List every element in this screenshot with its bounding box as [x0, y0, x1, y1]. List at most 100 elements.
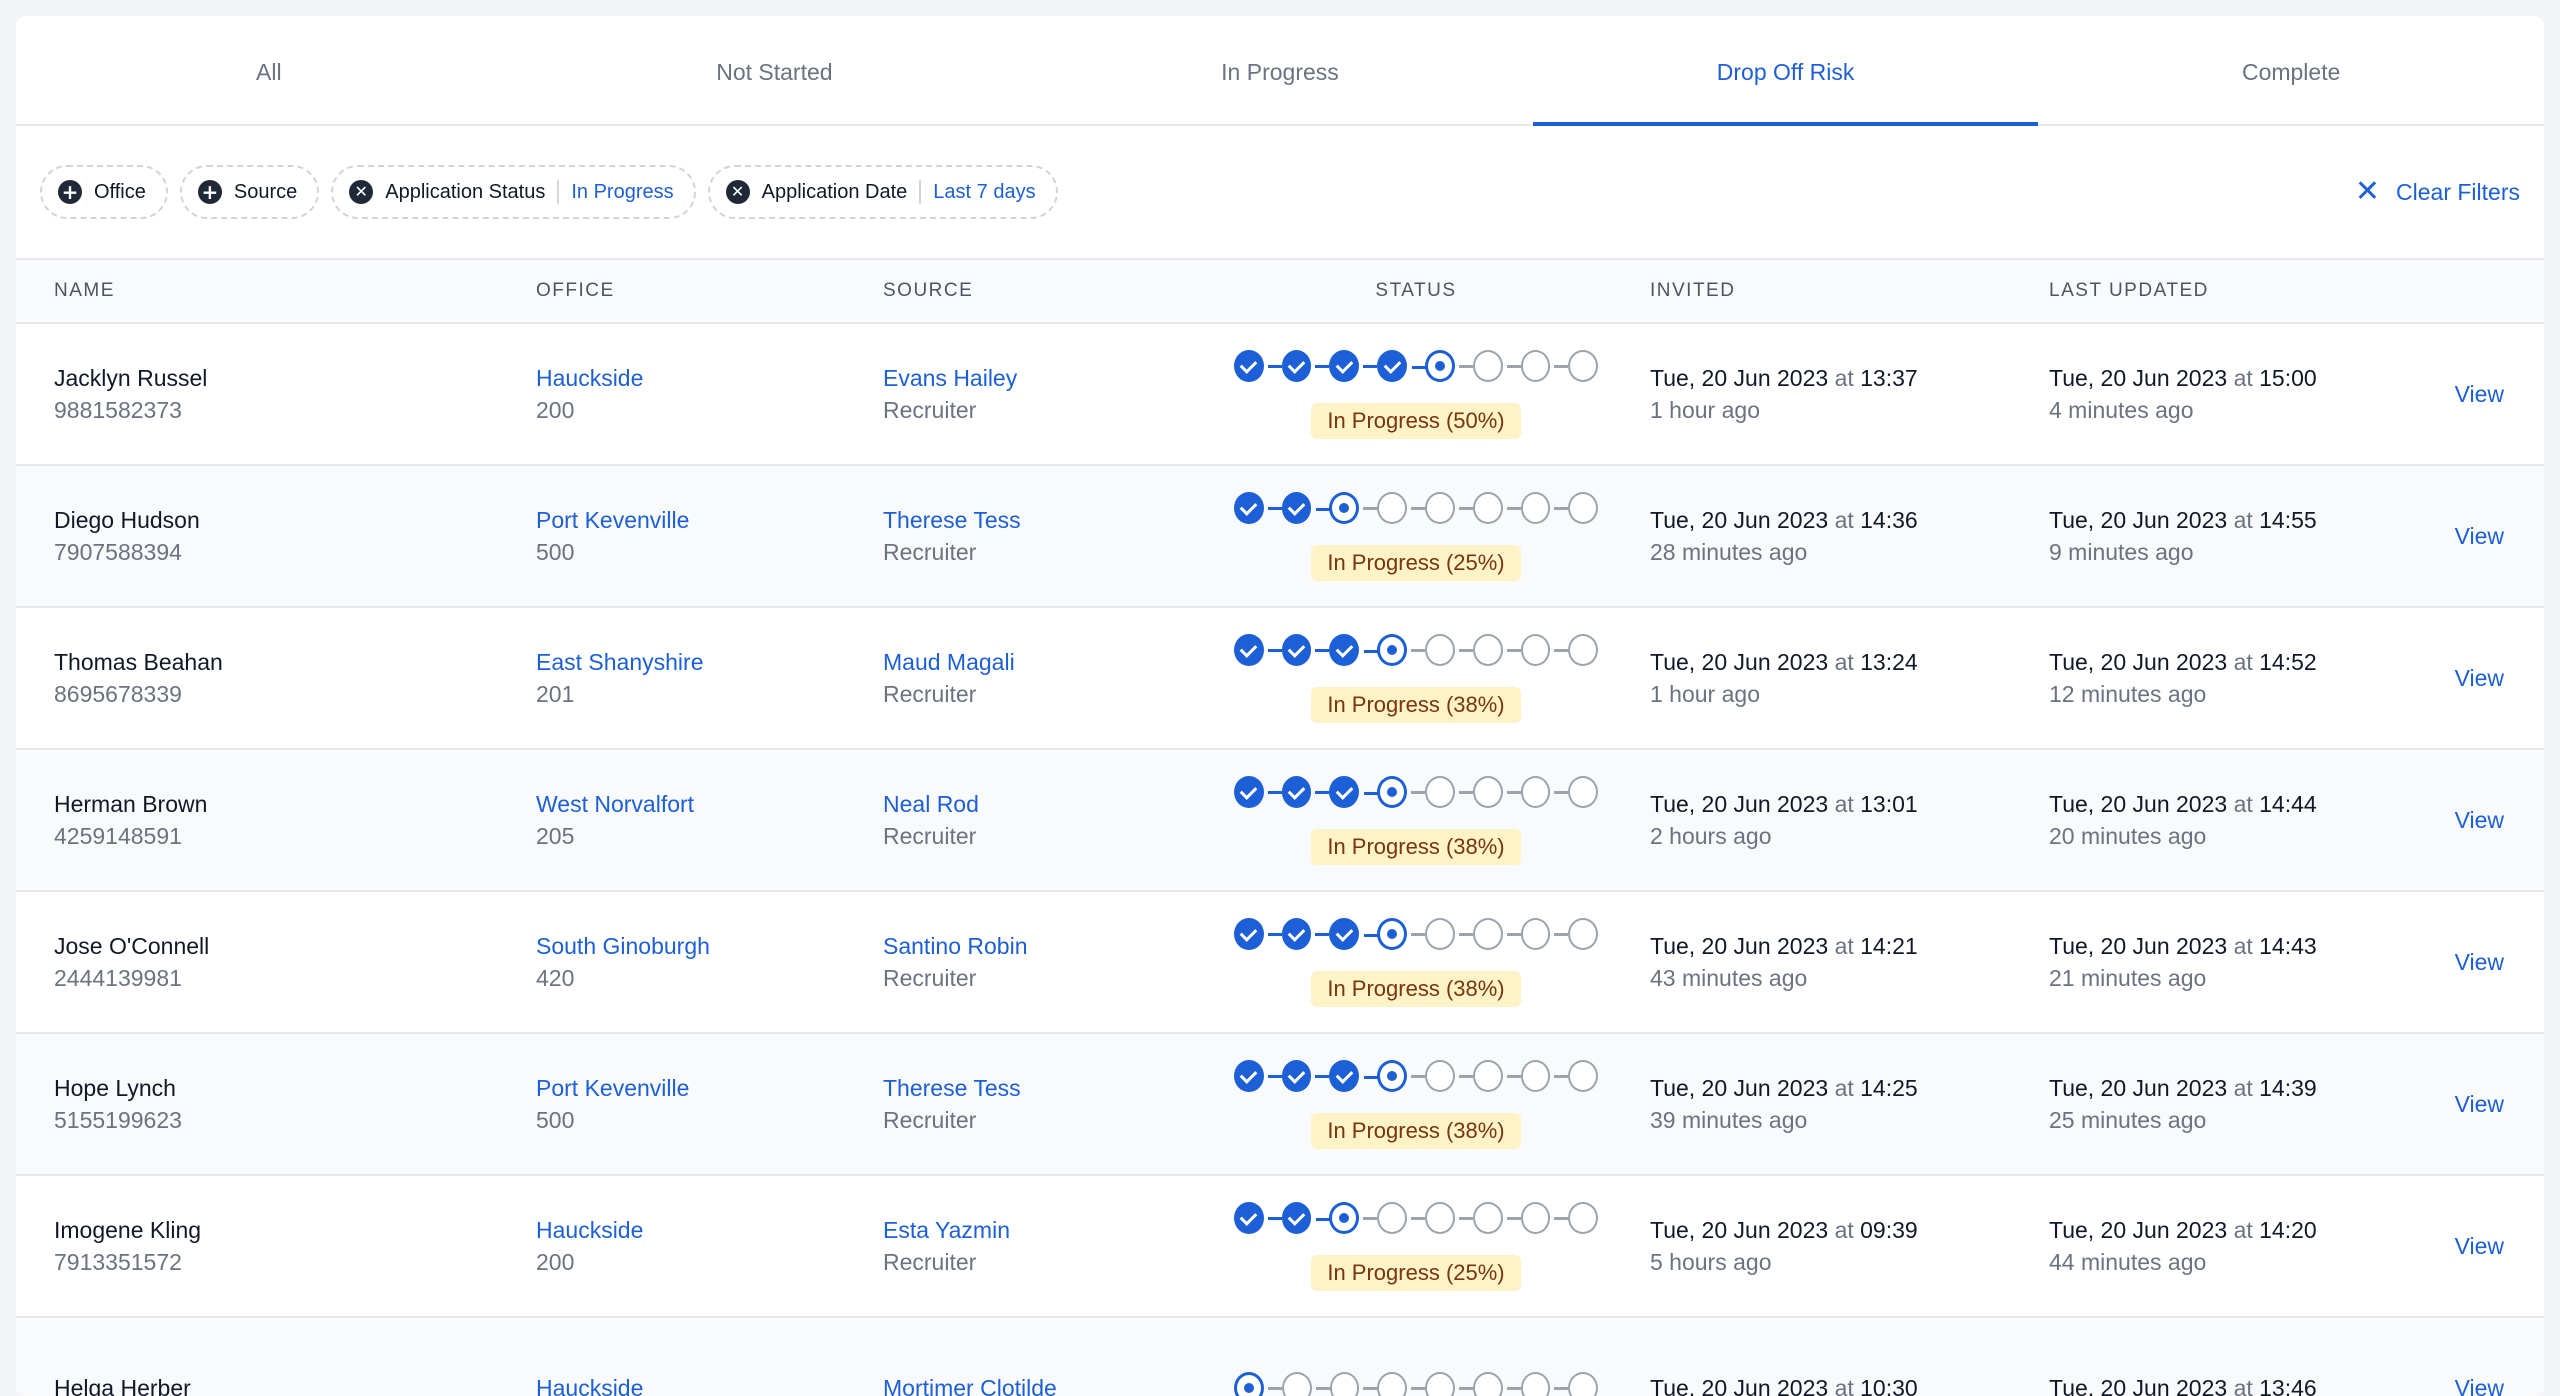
source-role: Recruiter: [883, 1104, 1021, 1136]
plus-circle-icon: +: [198, 180, 222, 204]
status-cell: In Progress (50%): [1228, 349, 1604, 439]
invited-relative: 39 minutes ago: [1650, 1104, 1918, 1136]
progress-step: [1473, 492, 1503, 524]
tab-not-started[interactable]: Not Started: [522, 16, 1028, 124]
application-date-filter-chip[interactable]: ✕ Application Date Last 7 days: [708, 165, 1058, 219]
invited-time: 13:37: [1860, 365, 1918, 391]
view-link[interactable]: View: [2455, 523, 2504, 549]
office-link[interactable]: Port Kevenville: [536, 1072, 689, 1104]
updated-time: 14:44: [2259, 791, 2317, 817]
column-header-last-updated: LAST UPDATED: [2049, 280, 2209, 302]
application-status-filter-label: Application Status: [385, 181, 545, 204]
invited-date: Tue, 20 Jun 2023: [1650, 649, 1828, 675]
remove-circle-icon[interactable]: ✕: [726, 180, 750, 204]
progress-step: [1425, 634, 1455, 666]
application-date-filter-value: Last 7 days: [933, 181, 1035, 204]
office-code: 500: [536, 536, 689, 568]
progress-step: [1329, 350, 1359, 382]
office-filter-chip[interactable]: + Office: [40, 165, 168, 219]
at-label: at: [1835, 1075, 1854, 1101]
tab-complete[interactable]: Complete: [2038, 16, 2544, 124]
office-link[interactable]: East Shanyshire: [536, 646, 703, 678]
source-link[interactable]: Neal Rod: [883, 788, 979, 820]
office-code: 420: [536, 962, 710, 994]
progress-step: [1234, 634, 1264, 666]
tab-drop-off-risk[interactable]: Drop Off Risk: [1533, 16, 2039, 124]
progress-stepper: [1228, 1059, 1604, 1093]
tab-all[interactable]: All: [16, 16, 522, 124]
source-link[interactable]: Mortimer Clotilde: [883, 1372, 1057, 1396]
progress-step: [1234, 776, 1264, 808]
view-link[interactable]: View: [2455, 949, 2504, 975]
source-filter-chip[interactable]: + Source: [180, 165, 319, 219]
applicant-name: Helga Herber: [54, 1372, 191, 1396]
office-link[interactable]: Hauckside: [536, 362, 643, 394]
source-link[interactable]: Esta Yazmin: [883, 1214, 1010, 1246]
source-role: Recruiter: [883, 1246, 1010, 1278]
source-link[interactable]: Therese Tess: [883, 504, 1021, 536]
application-status-filter-chip[interactable]: ✕ Application Status In Progress: [331, 165, 695, 219]
view-link[interactable]: View: [2455, 807, 2504, 833]
progress-step: [1377, 350, 1407, 382]
progress-stepper: [1228, 1201, 1604, 1235]
source-role: Recruiter: [883, 820, 979, 852]
tab-in-progress[interactable]: In Progress: [1027, 16, 1533, 124]
office-code: 205: [536, 820, 694, 852]
clear-filters-button[interactable]: ✕ Clear Filters: [2355, 177, 2520, 207]
status-badge: In Progress (38%): [1311, 687, 1520, 723]
view-link[interactable]: View: [2455, 1375, 2504, 1396]
view-link[interactable]: View: [2455, 665, 2504, 691]
progress-step: [1377, 634, 1407, 666]
progress-step: [1234, 1372, 1264, 1396]
progress-step: [1377, 918, 1407, 950]
source-link[interactable]: Therese Tess: [883, 1072, 1021, 1104]
office-link[interactable]: West Norvalfort: [536, 788, 694, 820]
applicant-name: Hope Lynch: [54, 1072, 182, 1104]
status-badge: In Progress (38%): [1311, 971, 1520, 1007]
applicant-phone: 7907588394: [54, 536, 200, 568]
progress-step: [1521, 1060, 1551, 1092]
source-link[interactable]: Maud Magali: [883, 646, 1015, 678]
office-link[interactable]: Hauckside: [536, 1372, 643, 1396]
source-filter-label: Source: [234, 181, 297, 204]
progress-step: [1377, 492, 1407, 524]
progress-step: [1473, 350, 1503, 382]
remove-circle-icon[interactable]: ✕: [349, 180, 373, 204]
view-link[interactable]: View: [2455, 1233, 2504, 1259]
updated-date: Tue, 20 Jun 2023: [2049, 1375, 2227, 1396]
progress-step: [1473, 776, 1503, 808]
table-header: NAME OFFICE SOURCE STATUS INVITED LAST U…: [16, 258, 2544, 324]
updated-date: Tue, 20 Jun 2023: [2049, 791, 2227, 817]
updated-relative: 9 minutes ago: [2049, 536, 2317, 568]
progress-step: [1521, 918, 1551, 950]
updated-date: Tue, 20 Jun 2023: [2049, 1075, 2227, 1101]
updated-relative: 25 minutes ago: [2049, 1104, 2317, 1136]
view-link[interactable]: View: [2455, 381, 2504, 407]
at-label: at: [2234, 933, 2253, 959]
source-link[interactable]: Santino Robin: [883, 930, 1028, 962]
office-link[interactable]: Port Kevenville: [536, 504, 689, 536]
office-code: 500: [536, 1104, 689, 1136]
progress-stepper: [1228, 1371, 1604, 1396]
invited-relative: 1 hour ago: [1650, 678, 1918, 710]
applicant-cell: Helga Herber: [54, 1372, 191, 1396]
progress-step: [1425, 492, 1455, 524]
at-label: at: [1835, 1217, 1854, 1243]
office-link[interactable]: South Ginoburgh: [536, 930, 710, 962]
source-link[interactable]: Evans Hailey: [883, 362, 1017, 394]
view-link[interactable]: View: [2455, 1091, 2504, 1117]
status-badge: In Progress (25%): [1311, 1255, 1520, 1291]
office-link[interactable]: Hauckside: [536, 1214, 643, 1246]
